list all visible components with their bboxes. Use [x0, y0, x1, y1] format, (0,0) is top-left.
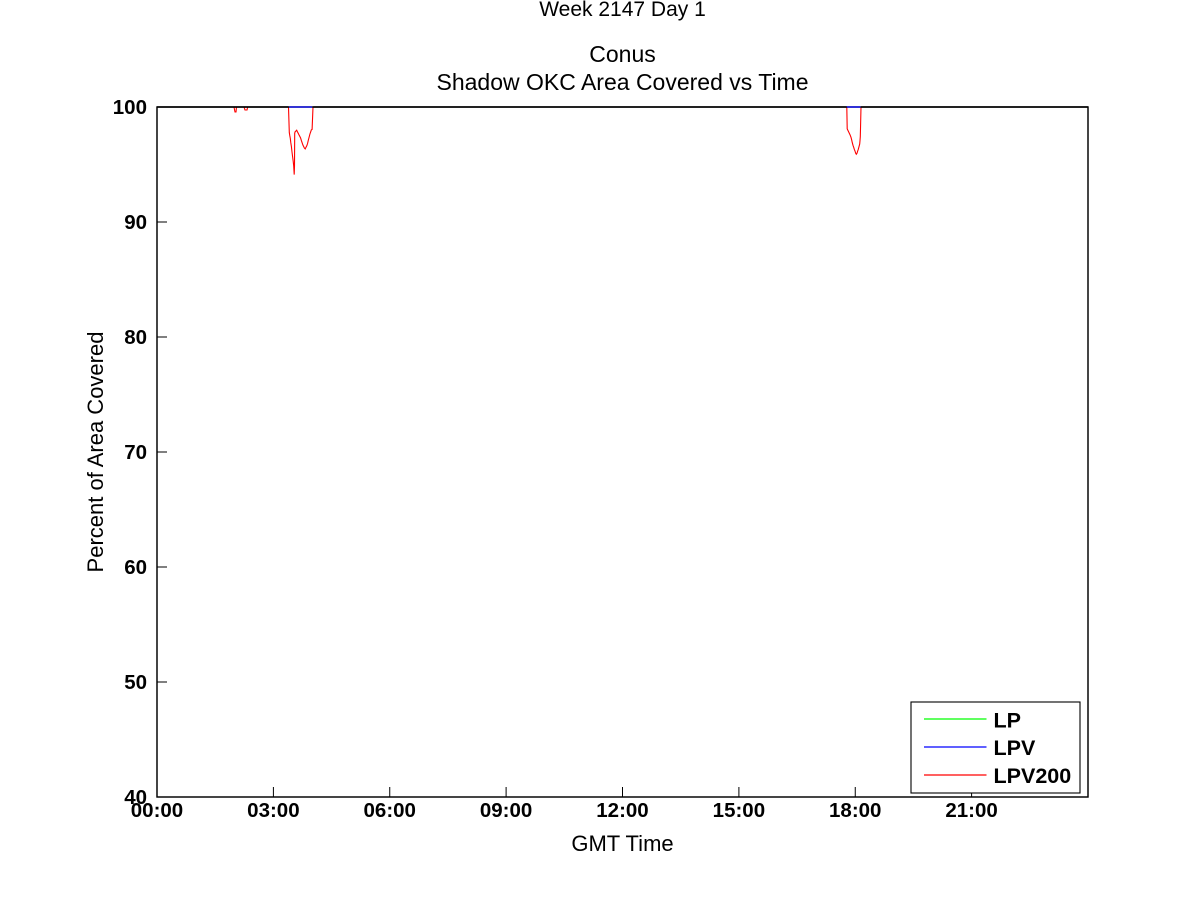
- svg-text:LPV200: LPV200: [994, 764, 1072, 788]
- svg-text:60: 60: [124, 556, 147, 579]
- svg-text:21:00: 21:00: [945, 799, 997, 822]
- svg-text:Percent of Area Covered: Percent of Area Covered: [83, 332, 108, 573]
- svg-text:90: 90: [124, 211, 147, 234]
- svg-text:100: 100: [113, 96, 147, 119]
- svg-text:80: 80: [124, 326, 147, 349]
- svg-text:06:00: 06:00: [364, 799, 416, 822]
- svg-text:00:00: 00:00: [131, 799, 183, 822]
- svg-text:12:00: 12:00: [596, 799, 648, 822]
- svg-text:70: 70: [124, 441, 147, 464]
- svg-text:03:00: 03:00: [247, 799, 299, 822]
- svg-text:LP: LP: [994, 709, 1021, 733]
- svg-text:15:00: 15:00: [713, 799, 765, 822]
- svg-text:50: 50: [124, 671, 147, 694]
- svg-text:LPV: LPV: [994, 736, 1036, 760]
- svg-text:09:00: 09:00: [480, 799, 532, 822]
- svg-text:GMT Time: GMT Time: [571, 831, 673, 856]
- svg-text:18:00: 18:00: [829, 799, 881, 822]
